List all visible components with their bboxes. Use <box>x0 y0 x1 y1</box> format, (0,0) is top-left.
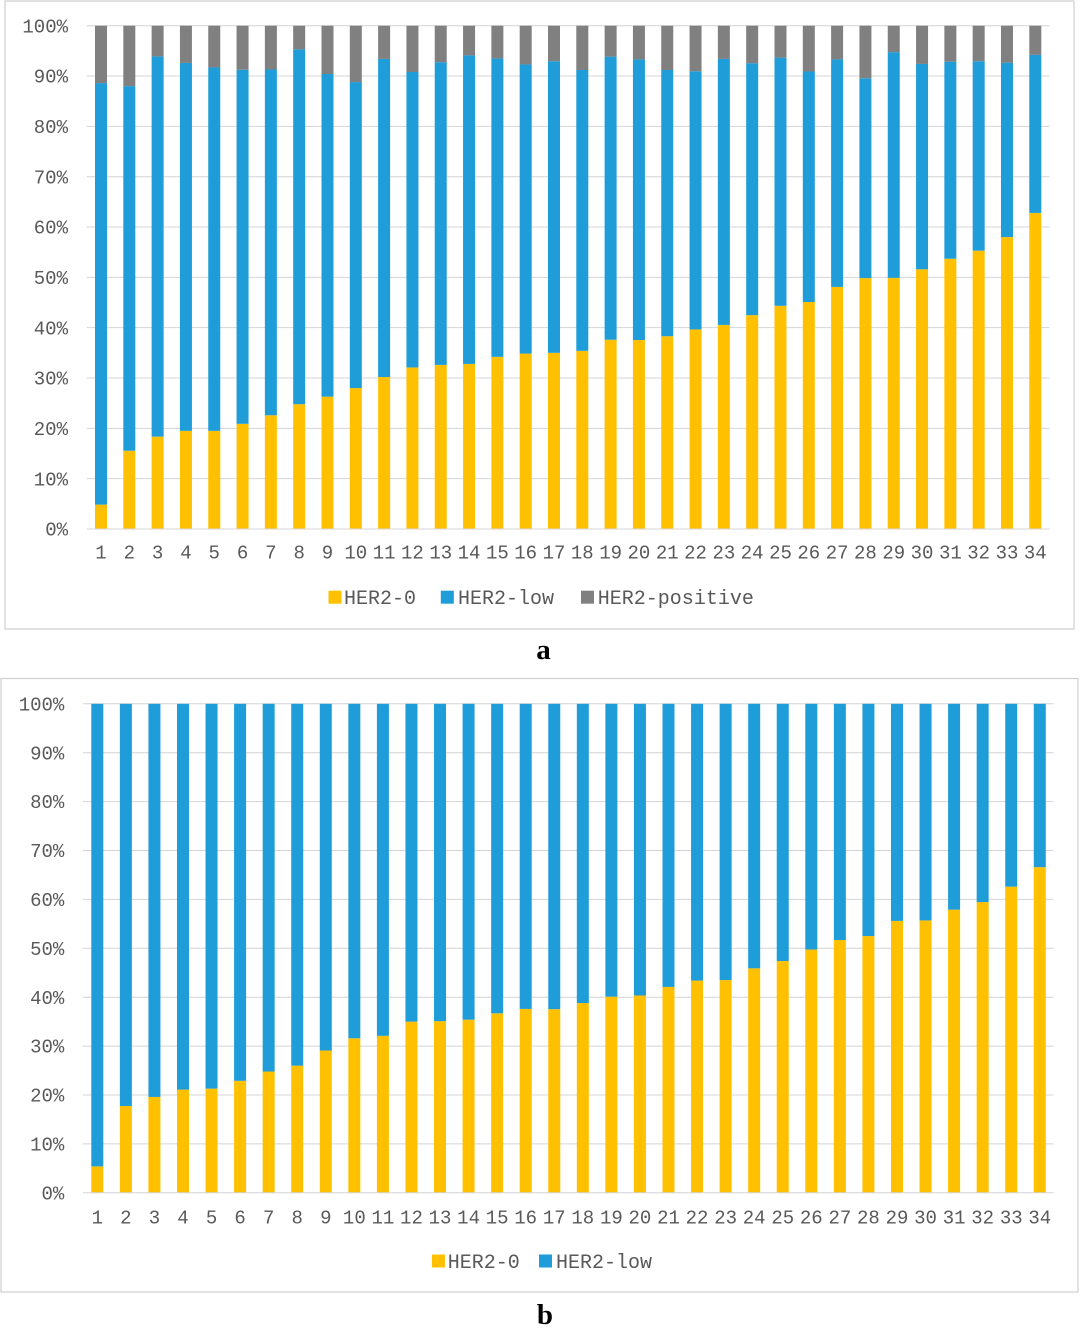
svg-text:22: 22 <box>684 543 707 565</box>
svg-text:100%: 100% <box>19 694 65 716</box>
svg-text:27: 27 <box>826 543 849 565</box>
svg-text:6: 6 <box>234 1207 245 1229</box>
svg-text:a: a <box>536 634 551 666</box>
svg-text:4: 4 <box>177 1207 188 1229</box>
svg-text:50%: 50% <box>34 268 69 290</box>
svg-text:31: 31 <box>943 1207 966 1229</box>
svg-text:HER2-positive: HER2-positive <box>598 588 754 611</box>
svg-text:13: 13 <box>429 543 452 565</box>
svg-text:1: 1 <box>92 1207 103 1229</box>
svg-text:25: 25 <box>771 1207 794 1229</box>
svg-text:10%: 10% <box>30 1135 65 1157</box>
svg-text:3: 3 <box>152 543 163 565</box>
svg-text:27: 27 <box>828 1207 851 1229</box>
svg-text:10: 10 <box>344 543 367 565</box>
svg-text:40%: 40% <box>30 988 65 1010</box>
svg-text:19: 19 <box>599 543 622 565</box>
svg-text:28: 28 <box>854 543 877 565</box>
svg-text:28: 28 <box>857 1207 880 1229</box>
svg-text:100%: 100% <box>22 16 68 38</box>
svg-text:21: 21 <box>656 543 679 565</box>
svg-text:33: 33 <box>1000 1207 1023 1229</box>
svg-text:90%: 90% <box>30 743 65 765</box>
svg-text:16: 16 <box>514 1207 537 1229</box>
svg-text:23: 23 <box>712 543 735 565</box>
svg-text:HER2-low: HER2-low <box>458 588 554 611</box>
svg-text:10: 10 <box>343 1207 366 1229</box>
svg-text:29: 29 <box>882 543 905 565</box>
svg-text:18: 18 <box>571 1207 594 1229</box>
svg-text:26: 26 <box>800 1207 823 1229</box>
svg-text:8: 8 <box>293 543 304 565</box>
svg-text:23: 23 <box>714 1207 737 1229</box>
svg-text:b: b <box>537 1299 553 1330</box>
svg-text:18: 18 <box>571 543 594 565</box>
svg-text:26: 26 <box>797 543 820 565</box>
svg-text:25: 25 <box>769 543 792 565</box>
svg-text:30: 30 <box>911 543 934 565</box>
svg-text:14: 14 <box>458 543 481 565</box>
svg-text:0%: 0% <box>45 520 68 542</box>
svg-text:12: 12 <box>400 1207 423 1229</box>
svg-text:70%: 70% <box>34 167 69 189</box>
svg-text:HER2-low: HER2-low <box>556 1252 652 1275</box>
svg-text:6: 6 <box>237 543 248 565</box>
svg-text:60%: 60% <box>30 890 65 912</box>
svg-text:2: 2 <box>120 1207 131 1229</box>
svg-text:5: 5 <box>206 1207 217 1229</box>
svg-text:1: 1 <box>95 543 106 565</box>
svg-text:20: 20 <box>629 1207 652 1229</box>
svg-text:20: 20 <box>628 543 651 565</box>
svg-text:29: 29 <box>886 1207 909 1229</box>
svg-text:32: 32 <box>967 543 990 565</box>
svg-text:21: 21 <box>657 1207 680 1229</box>
svg-text:50%: 50% <box>30 939 65 961</box>
svg-text:4: 4 <box>180 543 191 565</box>
svg-text:31: 31 <box>939 543 962 565</box>
svg-text:15: 15 <box>486 543 509 565</box>
svg-text:34: 34 <box>1024 543 1047 565</box>
svg-text:11: 11 <box>371 1207 394 1229</box>
svg-text:7: 7 <box>265 543 276 565</box>
svg-text:5: 5 <box>209 543 220 565</box>
svg-text:30: 30 <box>914 1207 937 1229</box>
svg-text:34: 34 <box>1028 1207 1051 1229</box>
svg-text:22: 22 <box>686 1207 709 1229</box>
svg-text:8: 8 <box>292 1207 303 1229</box>
svg-text:14: 14 <box>457 1207 480 1229</box>
svg-text:30%: 30% <box>34 369 69 391</box>
svg-text:24: 24 <box>741 543 764 565</box>
svg-text:24: 24 <box>743 1207 766 1229</box>
svg-text:11: 11 <box>373 543 396 565</box>
svg-text:10%: 10% <box>34 469 69 491</box>
svg-text:19: 19 <box>600 1207 623 1229</box>
svg-text:90%: 90% <box>34 67 69 89</box>
svg-text:16: 16 <box>514 543 537 565</box>
svg-text:30%: 30% <box>30 1037 65 1059</box>
svg-text:20%: 20% <box>30 1086 65 1108</box>
svg-text:9: 9 <box>322 543 333 565</box>
svg-text:17: 17 <box>543 543 566 565</box>
svg-text:20%: 20% <box>34 419 69 441</box>
svg-text:17: 17 <box>543 1207 566 1229</box>
svg-text:80%: 80% <box>34 117 69 139</box>
svg-text:12: 12 <box>401 543 424 565</box>
svg-text:HER2-0: HER2-0 <box>344 588 416 611</box>
svg-text:15: 15 <box>486 1207 509 1229</box>
svg-text:7: 7 <box>263 1207 274 1229</box>
svg-text:2: 2 <box>124 543 135 565</box>
svg-text:HER2-0: HER2-0 <box>448 1252 520 1275</box>
svg-text:3: 3 <box>149 1207 160 1229</box>
svg-text:32: 32 <box>971 1207 994 1229</box>
svg-text:0%: 0% <box>41 1183 64 1205</box>
svg-text:40%: 40% <box>34 318 69 340</box>
svg-text:70%: 70% <box>30 841 65 863</box>
svg-text:60%: 60% <box>34 218 69 240</box>
svg-text:13: 13 <box>429 1207 452 1229</box>
svg-text:80%: 80% <box>30 792 65 814</box>
svg-text:9: 9 <box>320 1207 331 1229</box>
svg-text:33: 33 <box>996 543 1019 565</box>
